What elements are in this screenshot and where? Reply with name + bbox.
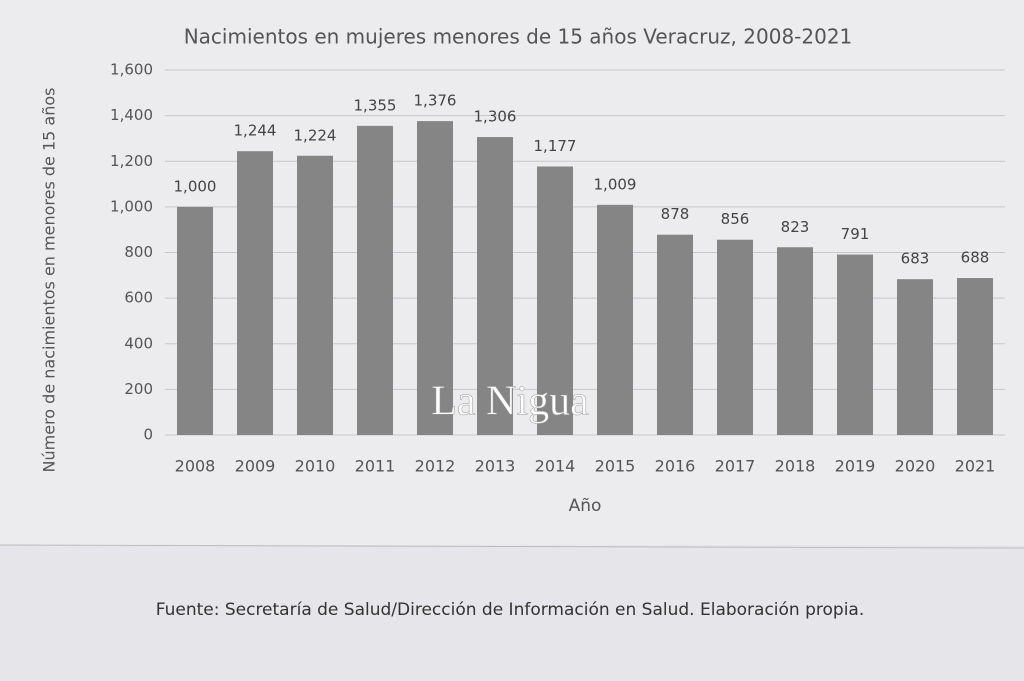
- source-note: Fuente: Secretaría de Salud/Dirección de…: [156, 600, 865, 620]
- bar: [657, 234, 693, 435]
- data-label: 823: [781, 218, 810, 236]
- data-label: 688: [961, 249, 990, 267]
- x-tick-label: 2017: [715, 457, 756, 476]
- y-tick-label: 1,200: [110, 152, 153, 170]
- data-label: 856: [721, 210, 750, 228]
- bar: [897, 279, 933, 435]
- x-tick-label: 2018: [775, 457, 816, 476]
- y-tick-label: 400: [124, 334, 153, 352]
- bar: [597, 204, 633, 435]
- x-tick-label: 2010: [295, 457, 336, 476]
- data-label: 1,177: [534, 137, 577, 155]
- y-tick-label: 1,600: [110, 61, 153, 79]
- x-tick-label: 2014: [535, 457, 576, 476]
- chart-title: Nacimientos en mujeres menores de 15 año…: [184, 25, 853, 49]
- y-tick-label: 200: [124, 380, 153, 398]
- data-label: 1,376: [414, 92, 457, 110]
- bar: [417, 121, 453, 435]
- x-axis-label: Año: [569, 496, 602, 516]
- bar: [837, 254, 873, 435]
- y-tick-label: 800: [124, 243, 153, 261]
- data-label: 1,244: [234, 122, 277, 140]
- x-tick-label: 2011: [355, 457, 396, 476]
- x-tick-label: 2012: [415, 457, 456, 476]
- bar: [477, 137, 513, 435]
- bar: [717, 239, 753, 435]
- x-tick-label: 2021: [955, 457, 996, 476]
- x-tick-label: 2020: [895, 457, 936, 476]
- data-label: 1,306: [474, 108, 517, 126]
- data-label: 1,000: [174, 177, 217, 195]
- bar: [957, 278, 993, 435]
- data-label: 791: [841, 225, 870, 243]
- bar: [297, 155, 333, 435]
- watermark: La Nigua: [431, 379, 589, 425]
- x-tick-label: 2016: [655, 457, 696, 476]
- bar: [237, 151, 273, 435]
- bar: [357, 125, 393, 435]
- x-tick-label: 2009: [235, 457, 276, 476]
- panel-border: [0, 544, 1024, 549]
- bar: [537, 166, 573, 435]
- bar: [777, 247, 813, 435]
- data-label: 1,224: [294, 126, 337, 144]
- x-tick-label: 2019: [835, 457, 876, 476]
- data-label: 683: [901, 250, 930, 268]
- y-tick-label: 0: [143, 426, 153, 444]
- data-label: 878: [661, 205, 690, 223]
- y-axis-label: Número de nacimientos en menores de 15 a…: [40, 88, 59, 473]
- x-tick-label: 2013: [475, 457, 516, 476]
- data-label: 1,355: [354, 96, 397, 114]
- y-tick-label: 1,000: [110, 197, 153, 215]
- y-tick-label: 600: [124, 289, 153, 307]
- x-tick-label: 2015: [595, 457, 636, 476]
- y-tick-label: 1,400: [110, 106, 153, 124]
- data-label: 1,009: [594, 175, 637, 193]
- bar: [177, 206, 213, 435]
- x-tick-label: 2008: [175, 457, 216, 476]
